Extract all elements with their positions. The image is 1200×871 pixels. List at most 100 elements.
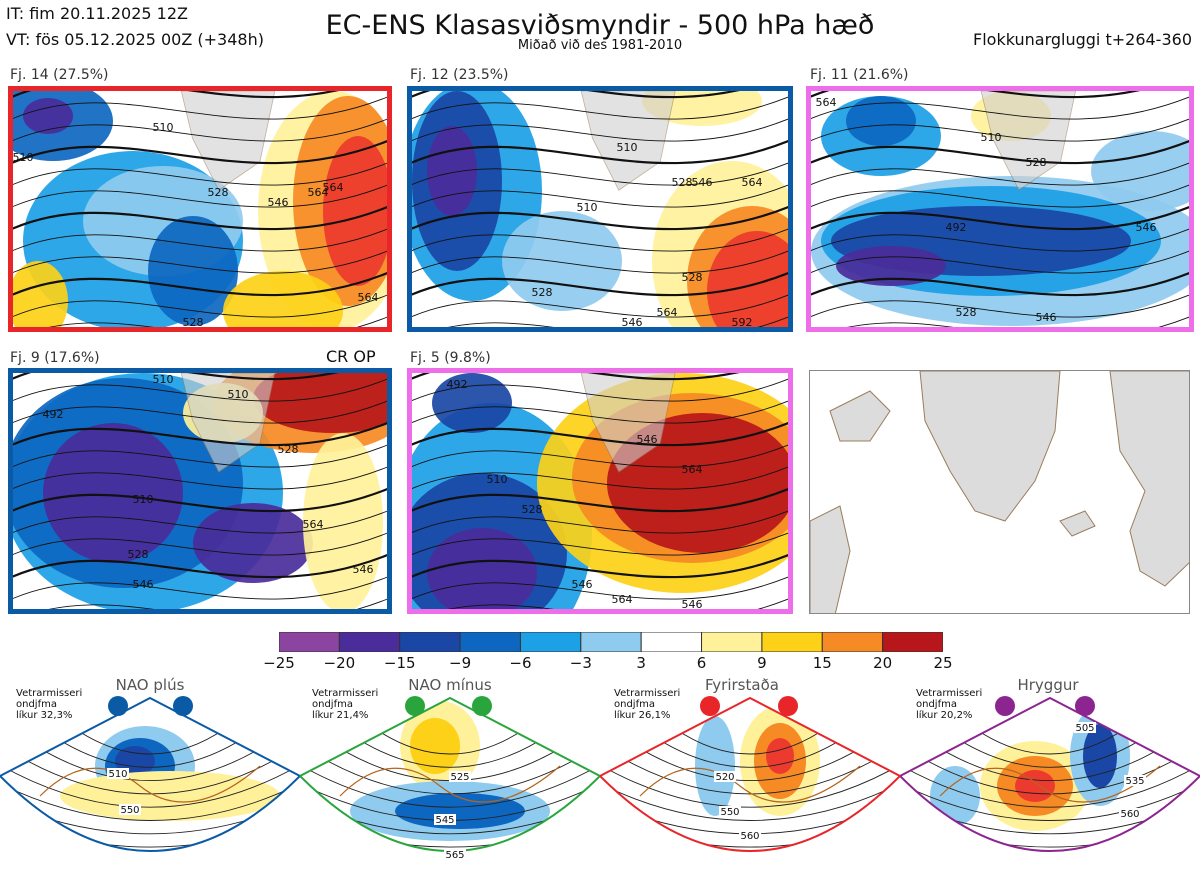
contour-label: 546 — [133, 578, 154, 591]
colorbar-tick-label: 20 — [873, 654, 893, 672]
contour-label: 528 — [183, 316, 204, 327]
contour-label: 564 — [612, 593, 633, 606]
regime-anomaly — [766, 738, 794, 774]
height-contour — [811, 96, 1189, 120]
height-contour — [13, 250, 387, 274]
regime-contour — [0, 748, 300, 821]
regime-label-bg — [119, 804, 141, 815]
cluster-map-4: 492 510 510 510 528 528 546 564 546 — [8, 368, 392, 614]
regime-label-bg — [107, 768, 129, 779]
height-contour — [412, 576, 788, 600]
regime-contour-label: 550 — [120, 805, 139, 816]
regime-contour — [900, 748, 1200, 821]
regime-anomaly — [60, 771, 280, 821]
regime-label-bg — [1119, 808, 1141, 819]
anomaly-area — [432, 373, 512, 433]
height-contour — [412, 96, 788, 120]
regime-name-2: NAO mínus — [408, 676, 492, 694]
regime-contour — [0, 757, 300, 848]
contour-label: 510 — [487, 473, 508, 486]
regime-label-bg — [444, 849, 466, 860]
height-contour — [412, 250, 788, 274]
regime-contour — [673, 727, 827, 755]
colorbar — [279, 632, 943, 652]
regime-label-bg — [719, 806, 741, 817]
cr-op-label: CR OP — [326, 347, 376, 366]
height-contour — [811, 162, 1189, 186]
colorbar-tick-label: 15 — [812, 654, 832, 672]
chart-title: EC-ENS Klasasviðsmyndir - 500 hPa hæð — [325, 10, 875, 41]
contour-label: 564 — [323, 181, 344, 194]
height-contour — [13, 139, 387, 165]
contour-label: 510 — [577, 201, 598, 214]
colorbar-tick-label: 3 — [636, 654, 646, 672]
height-contour — [847, 316, 1189, 327]
regime-dot — [778, 696, 798, 716]
height-contour — [412, 228, 788, 252]
colorbar-segment — [399, 632, 461, 652]
height-contour — [412, 184, 788, 208]
regime-coastline — [939, 765, 1161, 803]
contour-label: 528 — [1026, 156, 1047, 169]
contour-label: 510 — [153, 373, 174, 386]
contour-label: 528 — [278, 443, 299, 456]
regime-contour — [920, 736, 1180, 782]
regime-coastline — [339, 765, 561, 803]
panel-label-5: Fj. 5 (9.8%) — [410, 350, 491, 366]
regime-contour — [600, 740, 900, 795]
panel-label-1: Fj. 14 (27.5%) — [10, 67, 109, 83]
colorbar-tick-label: −6 — [509, 654, 532, 672]
height-contour — [811, 118, 1189, 142]
colorbar-tick-label: 6 — [696, 654, 707, 672]
regime-blocking: 520 550 560 — [600, 696, 900, 852]
regime-contour — [600, 757, 900, 848]
colorbar-tick-label: 9 — [757, 654, 767, 672]
anomaly-area — [502, 211, 622, 311]
regime-contour — [973, 727, 1127, 755]
colorbar-segment — [338, 632, 401, 652]
regime-contour — [900, 744, 1200, 808]
regime-contour — [0, 752, 300, 835]
regime-contour-label: 545 — [435, 815, 454, 826]
height-contour — [412, 421, 788, 447]
greenland-land — [180, 91, 276, 191]
height-contour — [811, 139, 1189, 165]
contour-label: 564 — [308, 186, 329, 199]
regime-coastline — [39, 765, 261, 803]
contour-label: 510 — [617, 141, 638, 154]
regime-contour — [47, 731, 253, 768]
regime-contour-label: 505 — [1075, 723, 1094, 734]
regime-dot — [108, 696, 128, 716]
contour-label: 592 — [732, 316, 753, 327]
regime-note-3: Vetrarmisseri ondjfma líkur 26,1% — [614, 688, 681, 721]
height-contour — [13, 228, 387, 252]
contour-label: 528 — [208, 186, 229, 199]
regime-contour — [900, 757, 1200, 848]
cluster-map-5: 492 510 528 546 564 546 564 546 — [407, 368, 793, 614]
panel-label-2: Fj. 12 (23.5%) — [410, 67, 509, 83]
contour-label: 492 — [447, 378, 468, 391]
height-contour — [412, 139, 788, 165]
panel-label-4: Fj. 9 (17.6%) — [10, 350, 100, 366]
cluster-map-1: 510 528 546 564 564 564 528 510 — [8, 86, 392, 332]
anomaly-area — [148, 216, 238, 326]
colorbar-segment — [279, 632, 340, 652]
regime-dot — [700, 696, 720, 716]
height-contour — [13, 576, 387, 600]
regime-contour — [73, 727, 227, 755]
regime-dot — [472, 696, 492, 716]
init-time: IT: fim 20.11.2025 12Z — [6, 4, 188, 23]
anomaly-area — [193, 503, 313, 583]
regime-contour — [620, 736, 880, 782]
anomaly-area — [303, 433, 383, 609]
cluster-map-3: 510 528 492 546 528 546 564 — [806, 86, 1194, 332]
height-contour — [13, 294, 387, 318]
anomaly-area — [846, 96, 916, 146]
height-contour — [13, 118, 387, 142]
regime-contour-label: 565 — [445, 850, 464, 861]
height-contour — [412, 444, 788, 468]
height-contour — [811, 294, 1189, 318]
height-contour — [412, 378, 788, 402]
